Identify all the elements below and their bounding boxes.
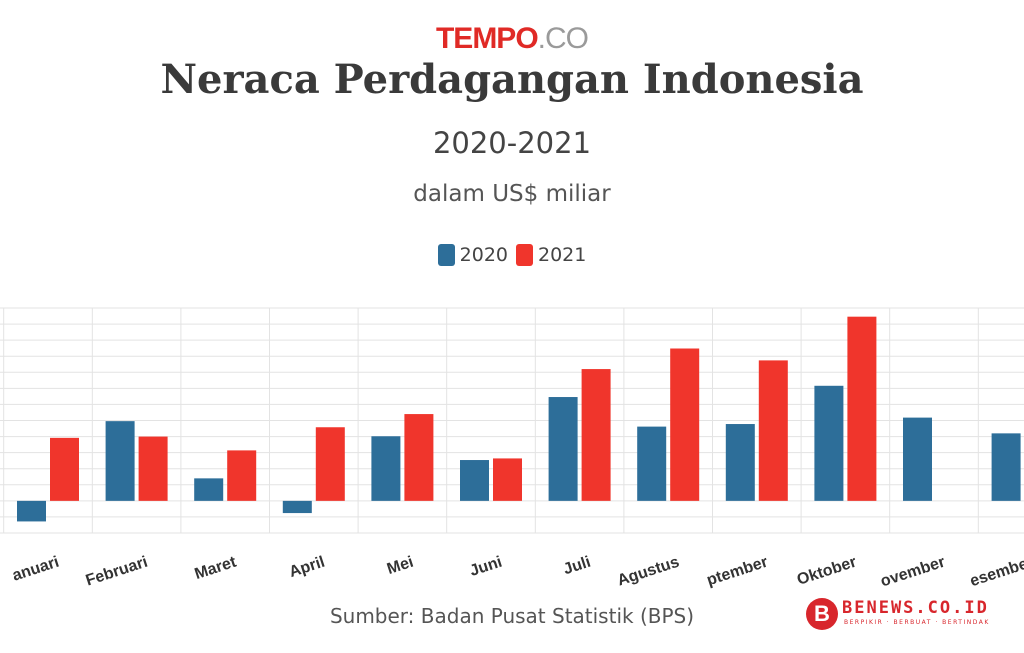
brand-name-suffix: .CO — [537, 22, 589, 55]
bar-2020-desember — [991, 433, 1021, 501]
bar-2021-februari — [138, 436, 168, 501]
x-tick-label-oktober: Oktober — [795, 554, 859, 589]
x-tick-label-agustus: Agustus — [615, 554, 681, 590]
bar-2021-april — [315, 427, 345, 501]
chart-source: Sumber: Badan Pusat Statistik (BPS) — [329, 604, 695, 628]
bar-2021-oktober — [847, 316, 877, 501]
bar-2021-september — [758, 360, 788, 501]
watermark-logo-icon: B — [806, 598, 838, 630]
legend-item-2021[interactable]: 2021 — [516, 244, 586, 266]
bar-2020-juni — [460, 460, 489, 501]
legend-swatch-2021 — [516, 244, 533, 266]
bar-2020-februari — [105, 421, 135, 501]
x-tick-label-maret: Maret — [193, 553, 239, 583]
x-tick-label-april: April — [287, 554, 327, 581]
x-tick-label-januari: anuari — [10, 554, 61, 585]
x-tick-label-november: ovember — [879, 554, 948, 591]
watermark-tagline: BERPIKIR · BERBUAT · BERTINDAK — [844, 619, 990, 626]
bar-2020-juli — [548, 397, 578, 501]
bar-2021-agustus — [670, 348, 700, 501]
bar-2021-mei — [404, 414, 434, 501]
bar-2020-mei — [371, 436, 401, 501]
bar-2020-maret — [194, 478, 224, 501]
x-tick-label-februari: Februari — [84, 554, 150, 590]
bar-2020-november — [903, 417, 932, 501]
watermark-name: BENEWS.CO.ID — [842, 598, 989, 618]
bar-2020-januari — [17, 500, 46, 522]
legend-label-2020: 2020 — [459, 244, 508, 266]
bar-2020-september — [725, 424, 755, 501]
x-tick-label-juli: Juli — [561, 554, 592, 579]
bar-2020-oktober — [814, 385, 844, 501]
legend-label-2021: 2021 — [538, 244, 587, 266]
bar-2021-juli — [581, 369, 611, 501]
bar-2021-januari — [50, 437, 79, 501]
bar-2020-agustus — [637, 426, 667, 501]
bar-chart: anuari Februari Maret April Mei Juni Juli Agust… — [0, 307, 1024, 591]
watermark: B BENEWS.CO.ID BERPIKIR · BERBUAT · BERT… — [806, 596, 1016, 636]
bar-2021-juni — [493, 458, 522, 501]
brand-name-main: TEMPO — [435, 22, 539, 55]
legend-item-2020[interactable]: 2020 — [437, 244, 508, 266]
chart-legend: 2020 2021 — [0, 244, 1024, 266]
chart-subtitle: 2020-2021 — [432, 126, 592, 160]
x-tick-label-mei: Mei — [385, 554, 416, 578]
brand-logo: TEMPO.CO — [0, 22, 1024, 56]
legend-swatch-2020 — [437, 244, 455, 266]
x-tick-label-september: ptember — [705, 554, 770, 590]
x-tick-label-desember: esember — [968, 554, 1024, 591]
chart-title: Neraca Perdagangan Indonesia — [160, 56, 864, 103]
x-tick-label-juni: Juni — [468, 554, 505, 580]
bar-2020-april — [282, 500, 312, 514]
bar-2021-maret — [227, 450, 257, 501]
chart-unit-label: dalam US$ miliar — [413, 181, 611, 207]
